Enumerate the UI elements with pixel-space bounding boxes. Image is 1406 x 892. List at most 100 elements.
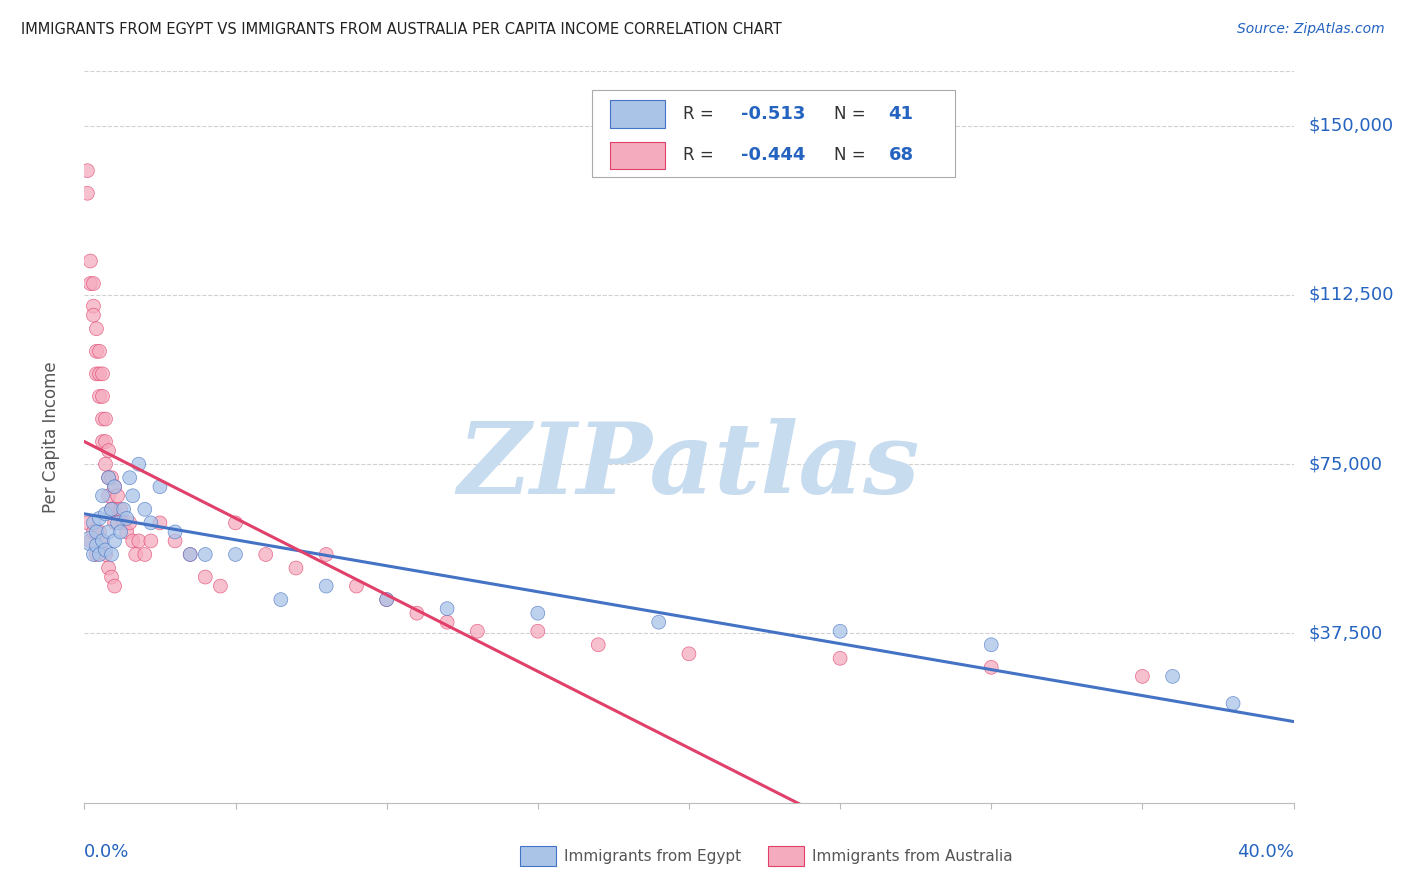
Point <box>315 548 337 562</box>
Point <box>179 548 201 562</box>
Point <box>91 412 114 426</box>
Point <box>82 548 104 562</box>
Point <box>406 606 429 620</box>
Point <box>436 615 458 630</box>
Point <box>134 502 156 516</box>
Point <box>91 533 114 548</box>
Point <box>94 434 117 449</box>
Text: 40.0%: 40.0% <box>1237 843 1294 861</box>
Text: $75,000: $75,000 <box>1308 455 1382 473</box>
Text: Source: ZipAtlas.com: Source: ZipAtlas.com <box>1237 22 1385 37</box>
Point <box>830 651 852 665</box>
Point <box>82 277 104 291</box>
Point <box>89 548 111 562</box>
Text: -0.513: -0.513 <box>741 105 806 123</box>
Point <box>89 344 111 359</box>
Point <box>104 502 127 516</box>
Point <box>527 606 550 620</box>
Text: R =: R = <box>683 146 718 164</box>
Point <box>82 299 104 313</box>
Point <box>830 624 852 639</box>
Point <box>86 344 108 359</box>
Point <box>104 533 127 548</box>
Point <box>107 489 129 503</box>
Point <box>76 516 98 530</box>
Point <box>467 624 489 639</box>
Point <box>112 516 135 530</box>
Text: N =: N = <box>834 146 870 164</box>
FancyBboxPatch shape <box>768 846 804 866</box>
Text: Immigrants from Egypt: Immigrants from Egypt <box>564 848 741 863</box>
Point <box>134 548 156 562</box>
Point <box>118 471 141 485</box>
Text: 41: 41 <box>889 105 914 123</box>
Point <box>91 434 114 449</box>
Point <box>225 516 247 530</box>
Point <box>91 367 114 381</box>
Point <box>128 533 150 548</box>
Point <box>86 548 108 562</box>
Point <box>1130 669 1153 683</box>
Point <box>678 647 700 661</box>
Point <box>194 570 217 584</box>
Point <box>648 615 671 630</box>
Point <box>149 516 172 530</box>
FancyBboxPatch shape <box>610 142 665 169</box>
Point <box>104 480 127 494</box>
Point <box>86 538 108 552</box>
Point <box>89 524 111 539</box>
Point <box>110 502 132 516</box>
Point <box>980 660 1002 674</box>
Point <box>209 579 232 593</box>
Point <box>100 502 122 516</box>
Point <box>165 524 187 539</box>
Point <box>94 543 117 558</box>
Point <box>118 516 141 530</box>
Point <box>110 524 132 539</box>
Point <box>1222 697 1244 711</box>
Point <box>588 638 610 652</box>
FancyBboxPatch shape <box>610 100 665 128</box>
Point <box>79 533 101 548</box>
Text: R =: R = <box>683 105 718 123</box>
Point <box>980 638 1002 652</box>
Point <box>115 524 138 539</box>
Point <box>139 533 162 548</box>
Point <box>97 489 120 503</box>
Point <box>97 471 120 485</box>
Point <box>100 570 122 584</box>
Point <box>270 592 292 607</box>
Point <box>94 457 117 471</box>
Point <box>76 163 98 178</box>
Point <box>107 516 129 530</box>
Point <box>97 471 120 485</box>
Point <box>139 516 162 530</box>
Point <box>89 389 111 403</box>
Point <box>315 579 337 593</box>
Point <box>112 502 135 516</box>
Point <box>100 548 122 562</box>
Text: $37,500: $37,500 <box>1308 624 1382 642</box>
Point <box>97 524 120 539</box>
Point <box>121 533 143 548</box>
Point <box>94 548 117 562</box>
Point <box>149 480 172 494</box>
Point <box>97 561 120 575</box>
Point <box>527 624 550 639</box>
Point <box>1161 669 1184 683</box>
Point <box>79 533 101 548</box>
Point <box>104 480 127 494</box>
Text: -0.444: -0.444 <box>741 146 806 164</box>
Point <box>375 592 398 607</box>
Text: IMMIGRANTS FROM EGYPT VS IMMIGRANTS FROM AUSTRALIA PER CAPITA INCOME CORRELATION: IMMIGRANTS FROM EGYPT VS IMMIGRANTS FROM… <box>21 22 782 37</box>
Point <box>86 524 108 539</box>
Point <box>104 579 127 593</box>
FancyBboxPatch shape <box>592 90 955 178</box>
Point <box>165 533 187 548</box>
Text: Immigrants from Australia: Immigrants from Australia <box>813 848 1012 863</box>
Text: 0.0%: 0.0% <box>84 843 129 861</box>
Point <box>375 592 398 607</box>
Point <box>79 254 101 268</box>
Point <box>100 471 122 485</box>
Text: $150,000: $150,000 <box>1308 117 1393 135</box>
